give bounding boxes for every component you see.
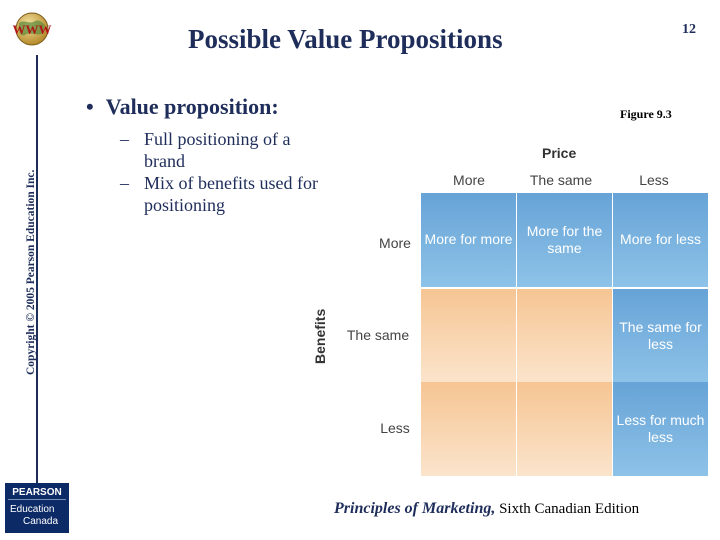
grid-cell-more-for-more: More for more xyxy=(421,193,516,287)
pearson-canada-text: Canada xyxy=(23,516,59,527)
price-column-same: The same xyxy=(529,172,593,188)
copyright-text: Copyright © 2005 Pearson Education Inc. xyxy=(25,169,37,375)
side-rule xyxy=(36,55,38,485)
grid-cell-empty xyxy=(421,382,516,476)
sub-bullet-text: Mix of benefits used for positioning xyxy=(144,173,318,215)
bullet-text: Value proposition: xyxy=(105,94,279,119)
sub-bullet-text: Full positioning of a brand xyxy=(144,129,291,171)
price-column-less: Less xyxy=(639,172,669,188)
grid-cell-empty xyxy=(517,289,612,383)
slide-title: Possible Value Propositions xyxy=(188,24,503,54)
www-globe-icon: WWW xyxy=(13,12,52,46)
price-axis-label: Price xyxy=(542,145,577,161)
sub-bullet-item: – Mix of benefits used for positioning xyxy=(120,172,320,216)
figure-label: Figure 9.3 xyxy=(620,107,672,121)
benefit-row-more: More xyxy=(379,235,411,251)
benefits-axis-label: Benefits xyxy=(312,308,328,364)
pearson-logo: PEARSON Education Canada xyxy=(5,483,69,533)
bullet-value-proposition: • Value proposition: xyxy=(86,94,279,120)
value-proposition-grid: More for more More for the same More for… xyxy=(421,193,708,476)
sub-bullet-list: – Full positioning of a brand – Mix of ben… xyxy=(120,128,320,216)
grid-cell-empty xyxy=(421,289,516,383)
benefit-row-less: Less xyxy=(380,420,410,436)
grid-cell-less-for-much-less: Less for much less xyxy=(613,382,708,476)
bullet-dot-icon: • xyxy=(86,94,94,119)
grid-cell-same-for-less: The same for less xyxy=(613,289,708,383)
sub-bullet-item: – Full positioning of a brand xyxy=(120,128,320,172)
grid-cell-more-for-less: More for less xyxy=(613,193,708,287)
footer-citation: Principles of Marketing, Sixth Canadian … xyxy=(334,500,639,518)
grid-cell-empty xyxy=(517,382,612,476)
pearson-wordmark: PEARSON xyxy=(8,486,66,500)
book-edition: Sixth Canadian Edition xyxy=(499,501,640,517)
pearson-education-text: Education xyxy=(10,504,55,515)
book-title: Principles of Marketing, xyxy=(334,500,496,517)
slide-number: 12 xyxy=(682,22,696,37)
price-column-more: More xyxy=(453,172,485,188)
grid-cell-more-for-same: More for the same xyxy=(517,193,612,287)
benefit-row-same: The same xyxy=(346,327,410,343)
svg-text:WWW: WWW xyxy=(13,22,52,37)
